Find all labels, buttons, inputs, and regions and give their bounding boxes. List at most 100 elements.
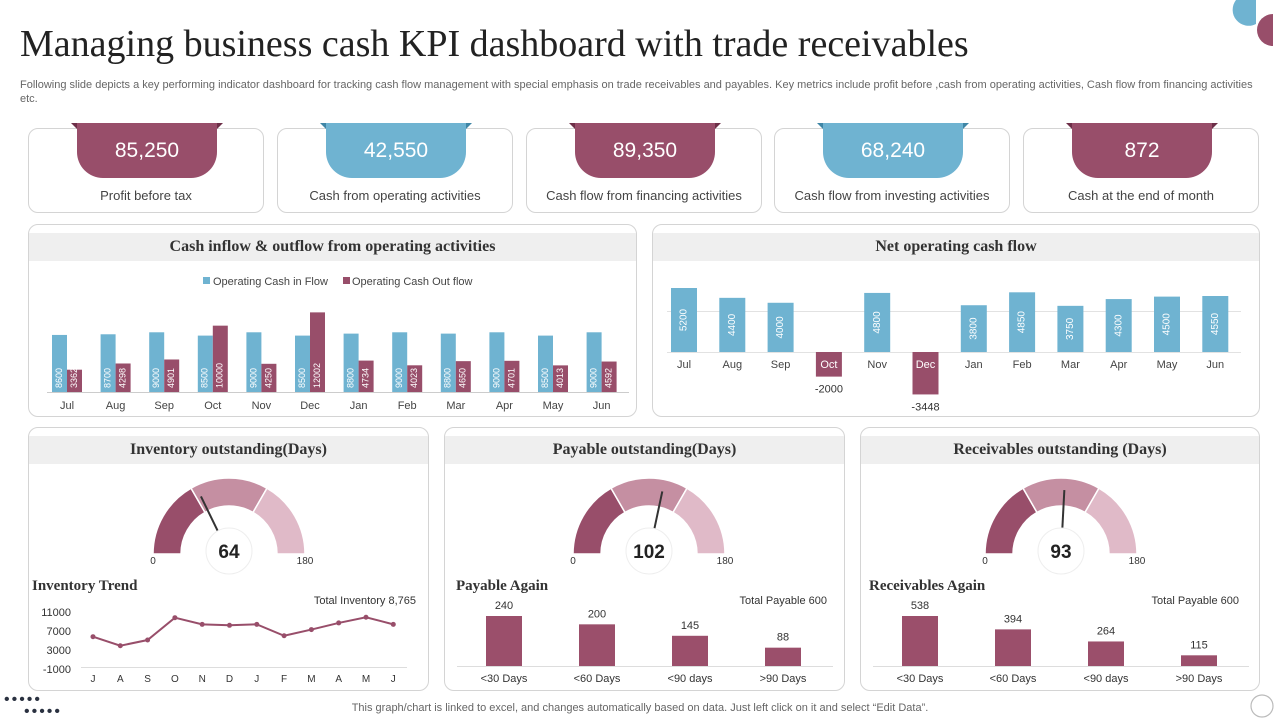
- gauge-min-label: 0: [982, 556, 988, 567]
- gauge-hub: [205, 527, 253, 575]
- x-tick-label: J: [254, 674, 259, 685]
- dots-decoration-icon: •••••: [24, 703, 63, 720]
- x-tick-label: Jun: [1206, 359, 1224, 371]
- x-tick-label: >90 Days: [1176, 673, 1223, 685]
- bar-outflow: [407, 365, 423, 392]
- x-tick-label: Dec: [300, 400, 320, 412]
- gauge-hub: [1037, 527, 1085, 575]
- trend-point: [363, 614, 369, 620]
- x-tick-label: S: [144, 674, 151, 685]
- trend-point: [199, 621, 205, 627]
- y-tick-label: 7000: [47, 626, 71, 638]
- bar-label: 8700: [102, 368, 112, 388]
- trend-point: [227, 622, 232, 628]
- trend-point: [90, 634, 96, 640]
- inventory-total: Total Inventory 8,765: [313, 595, 416, 607]
- bar-outflow: [115, 363, 131, 392]
- bar-label: 10000: [215, 363, 225, 388]
- kpi-card-profit: 85,250 Profit before tax: [28, 123, 264, 213]
- x-tick-label: M: [362, 674, 370, 685]
- aging-bar-label: 264: [1097, 625, 1115, 637]
- bar-outflow: [504, 360, 520, 392]
- bar-label: 4650: [458, 368, 468, 388]
- x-tick-label: Mar: [1061, 359, 1080, 371]
- x-tick-label: J: [391, 674, 396, 685]
- gauge-min-label: 0: [150, 556, 156, 567]
- receivables-again-chart: 538 <30 Days 394 <60 Days 264 <90 days 115 >90 …: [873, 600, 1249, 685]
- net-bar-positive: [960, 305, 987, 352]
- net-bar-label: 4850: [1017, 311, 1028, 334]
- kpi-label: Cash from operating activities: [309, 188, 481, 203]
- x-tick-label: May: [543, 400, 564, 412]
- trend-point: [145, 637, 151, 643]
- bar-outflow: [67, 369, 82, 392]
- aging-bar: [672, 635, 708, 666]
- net-bar-positive: [1105, 299, 1132, 352]
- net-bar-positive: [719, 297, 746, 352]
- x-tick-label: Apr: [1110, 359, 1127, 371]
- trend-point: [254, 621, 260, 627]
- x-tick-label: <30 Days: [481, 673, 528, 685]
- x-tick-label: Nov: [252, 400, 272, 412]
- receivables-panel: Receivables outstanding (Days) 93 0 180 Re…: [860, 427, 1260, 691]
- x-tick-label: Jul: [677, 359, 691, 371]
- x-tick-label: D: [226, 674, 233, 685]
- x-tick-label: Jan: [965, 359, 983, 371]
- x-tick-label: Sep: [771, 359, 791, 371]
- bar-outflow: [358, 360, 374, 392]
- kpi-label: Cash at the end of month: [1068, 188, 1214, 203]
- bar-inflow: [440, 333, 456, 392]
- circle-decoration-icon: [1250, 694, 1274, 718]
- y-tick-label: -1000: [43, 664, 71, 676]
- bar-inflow: [295, 335, 310, 392]
- bar-outflow: [601, 361, 617, 392]
- bar-label: 4250: [263, 368, 273, 388]
- bar-label: 9000: [248, 368, 258, 388]
- net-bar-label: 5200: [679, 308, 690, 331]
- bar-label: 12002: [312, 363, 322, 388]
- kpi-card-cash-end: 872 Cash at the end of month: [1023, 123, 1259, 213]
- x-tick-label: <90 days: [668, 673, 713, 685]
- bar-label: 4013: [555, 368, 565, 388]
- net-bar-positive: [767, 302, 794, 352]
- net-bar-positive: [1057, 305, 1084, 352]
- trend-point: [390, 621, 396, 627]
- net-bar-positive: [1154, 296, 1180, 352]
- bar-inflow: [52, 334, 67, 392]
- x-tick-label: <60 Days: [574, 673, 621, 685]
- legend-swatch-inflow: [203, 277, 210, 284]
- page-title: Managing business cash KPI dashboard wit…: [20, 23, 969, 65]
- bar-inflow: [392, 332, 408, 392]
- panel-title: Payable outstanding(Days): [445, 436, 844, 464]
- gauge-needle: [652, 491, 664, 535]
- panel-title: Receivables outstanding (Days): [861, 436, 1259, 464]
- bar-outflow: [261, 363, 277, 392]
- net-bar-positive: [1009, 292, 1036, 352]
- bar-label: 8800: [345, 368, 355, 388]
- net-bar-positive: [1202, 296, 1229, 352]
- bar-inflow: [538, 335, 553, 392]
- aging-bar: [995, 629, 1031, 666]
- net-bar-label: 3800: [968, 317, 979, 340]
- gauge-hub: [625, 527, 673, 575]
- x-tick-label: Jul: [60, 400, 74, 412]
- x-tick-label: J: [91, 674, 96, 685]
- x-tick-label: Oct: [820, 359, 837, 371]
- aging-bar: [579, 624, 615, 666]
- kpi-value: 89,350: [569, 123, 721, 178]
- bar-outflow: [310, 312, 325, 392]
- net-bar-label: 4800: [872, 311, 883, 334]
- panel-title: Net operating cash flow: [653, 233, 1259, 261]
- legend-swatch-outflow: [343, 277, 350, 284]
- gauge-value: 93: [1050, 542, 1071, 563]
- aging-bar: [1181, 655, 1217, 666]
- receivables-total: Total Payable 600: [1151, 595, 1239, 607]
- x-tick-label: M: [307, 674, 315, 685]
- bar-inflow: [246, 332, 262, 392]
- footer-note: This graph/chart is linked to excel, and…: [351, 702, 929, 714]
- bar-label: 8500: [297, 368, 307, 388]
- trend-point: [172, 615, 178, 621]
- x-tick-label: Apr: [496, 400, 513, 412]
- payable-total: Total Payable 600: [739, 595, 827, 607]
- inflow-outflow-panel: Cash inflow & outflow from operating act…: [28, 224, 637, 417]
